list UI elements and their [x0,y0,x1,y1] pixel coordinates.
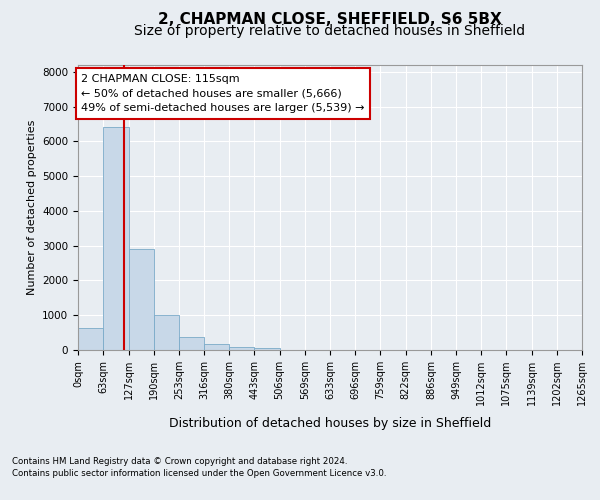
Bar [204,344,229,350]
Text: Contains public sector information licensed under the Open Government Licence v3: Contains public sector information licen… [12,469,386,478]
Text: 2, CHAPMAN CLOSE, SHEFFIELD, S6 5BX: 2, CHAPMAN CLOSE, SHEFFIELD, S6 5BX [158,12,502,28]
Text: Distribution of detached houses by size in Sheffield: Distribution of detached houses by size … [169,418,491,430]
Bar [103,127,128,350]
Y-axis label: Number of detached properties: Number of detached properties [26,120,37,295]
Text: Size of property relative to detached houses in Sheffield: Size of property relative to detached ho… [134,24,526,38]
Text: Contains HM Land Registry data © Crown copyright and database right 2024.: Contains HM Land Registry data © Crown c… [12,458,347,466]
Bar [254,348,280,350]
Bar [128,249,154,350]
Text: 2 CHAPMAN CLOSE: 115sqm
← 50% of detached houses are smaller (5,666)
49% of semi: 2 CHAPMAN CLOSE: 115sqm ← 50% of detache… [81,74,365,114]
Bar [78,328,103,350]
Bar [229,347,254,350]
Bar [154,315,179,350]
Bar [179,337,204,350]
